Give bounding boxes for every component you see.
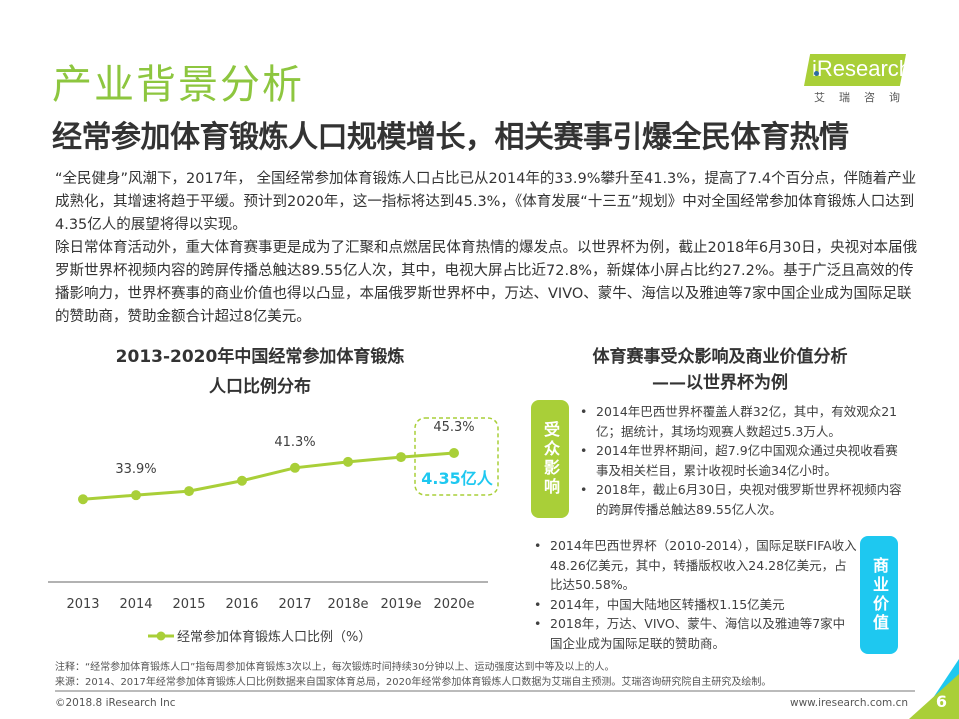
x-tick-label: 2015 — [172, 597, 205, 612]
data-point — [237, 475, 247, 486]
data-point — [343, 456, 353, 467]
list-item: 2018年，截止6月30日，央视对俄罗斯世界杯视频内容的跨屏传播总触达89.55… — [578, 480, 908, 519]
data-label: 45.3% — [433, 420, 474, 435]
x-tick-label: 2016 — [225, 597, 258, 612]
website-link[interactable]: www.iresearch.com.cn — [790, 697, 909, 709]
data-point — [449, 448, 459, 458]
line-chart: 2013 2014 33.9% 2015 2016 2017 41.3% 2018e 2019e… — [48, 417, 499, 645]
list-item: 2014年巴西世界杯覆盖人群32亿，其中，有效观众21亿；据统计，其场均观赛人数… — [578, 402, 908, 441]
corner-decoration — [909, 659, 959, 719]
audience-impact-list: 2014年巴西世界杯覆盖人群32亿，其中，有效观众21亿；据统计，其场均观赛人数… — [578, 402, 908, 519]
iresearch-logo: iResearch 艾瑞咨询 — [790, 52, 912, 104]
data-point — [290, 462, 300, 473]
list-item: 2014年世界杯期间，超7.9亿中国观众通过央视收看赛事及相关栏目，累计收视时长… — [578, 441, 908, 480]
legend-label: 经常参加体育锻炼人口比例（%） — [177, 629, 371, 645]
list-item: 2014年巴西世界杯（2010-2014），国际足联FIFA收入48.26亿美元… — [532, 536, 857, 595]
x-tick-label: 2018e — [327, 597, 368, 612]
right-title-line1: 体育赛事受众影响及商业价值分析 — [592, 347, 848, 367]
list-item: 2018年，万达、VIVO、蒙牛、海信以及雅迪等7家中国企业成为国际足联的赞助商… — [532, 614, 857, 653]
business-value-list: 2014年巴西世界杯（2010-2014），国际足联FIFA收入48.26亿美元… — [532, 536, 857, 653]
footer-divider — [55, 690, 915, 692]
page-number: 6 — [935, 692, 947, 711]
intro-text: “全民健身”风潮下，2017年， 全国经常参加体育锻炼人口占比已从2014年的3… — [55, 168, 925, 329]
data-point — [78, 494, 88, 505]
x-tick-label: 2017 — [278, 597, 311, 612]
data-point — [396, 452, 406, 463]
data-label: 33.9% — [115, 462, 156, 477]
audience-impact-tag: 受众影响 — [531, 400, 569, 518]
data-point — [184, 486, 194, 497]
x-tick-label: 2020e — [433, 597, 474, 612]
page-title: 产业背景分析 — [52, 62, 304, 108]
business-value-tag: 商业价值 — [860, 536, 898, 654]
note: 注释：“经常参加体育锻炼人口”指每周参加体育锻炼3次以上，每次锻炼时间持续30分… — [55, 662, 615, 673]
right-panel-title: 体育赛事受众影响及商业价值分析 ——以世界杯为例 — [560, 342, 880, 394]
data-point — [131, 490, 141, 501]
intro-paragraph: “全民健身”风潮下，2017年， 全国经常参加体育锻炼人口占比已从2014年的3… — [55, 171, 917, 233]
annotation-label: 4.35亿人 — [421, 469, 493, 488]
footnotes: 注释：“经常参加体育锻炼人口”指每周参加体育锻炼3次以上，每次锻炼时间持续30分… — [55, 660, 771, 690]
x-tick-label: 2013 — [66, 597, 99, 612]
highlight-box — [414, 417, 499, 496]
x-tick-label: 2014 — [119, 597, 152, 612]
source: 来源：2014、2017年经常参加体育锻炼人口比例数据来自国家体育总局，2020… — [55, 677, 772, 688]
page-subtitle: 经常参加体育锻炼人口规模增长，相关赛事引爆全民体育热情 — [52, 120, 849, 155]
intro-paragraph: 除日常体育活动外，重大体育赛事更是成为了汇聚和点燃居民体育热情的爆发点。以世界杯… — [55, 240, 918, 325]
data-label: 41.3% — [274, 435, 315, 450]
series-line — [82, 451, 455, 501]
logo-cn: 艾瑞咨询 — [814, 91, 914, 104]
x-tick-label: 2019e — [380, 597, 421, 612]
right-title-line2: ——以世界杯为例 — [652, 373, 788, 393]
legend-marker — [156, 631, 166, 641]
logo-brand: iResearch — [812, 56, 912, 81]
copyright: ©2018.8 iResearch Inc — [55, 697, 176, 709]
list-item: 2014年，中国大陆地区转播权1.15亿美元 — [532, 595, 857, 615]
chart-title: 2013-2020年中国经常参加体育锻炼人口比例分布 — [115, 347, 405, 397]
